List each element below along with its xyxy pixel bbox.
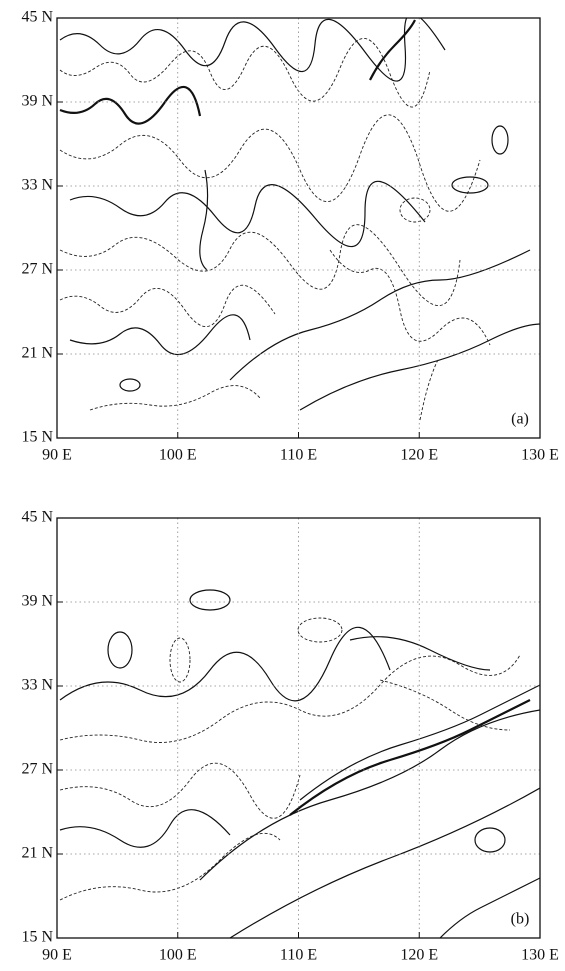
y-tick-label: 27 N bbox=[21, 761, 53, 778]
y-tick-label: 21 N bbox=[21, 345, 53, 362]
panel-b: 90 E 100 E 110 E 120 E 130 E 15 N 21 N 27 N 33 N… bbox=[21, 509, 558, 964]
x-tick-label: 110 E bbox=[280, 947, 317, 964]
x-tick-label: 120 E bbox=[400, 447, 438, 464]
axes: 90 E 100 E 110 E 120 E 130 E 15 N 21 N 27 N 33 N… bbox=[21, 9, 558, 464]
x-tick-label: 100 E bbox=[159, 947, 197, 964]
contours bbox=[59, 18, 540, 421]
y-tick-label: 15 N bbox=[21, 429, 53, 446]
x-tick-label: 100 E bbox=[159, 447, 197, 464]
plot-frame bbox=[56, 517, 541, 939]
panel-label: (b) bbox=[511, 911, 530, 928]
y-tick-label: 39 N bbox=[21, 93, 53, 110]
y-tick-label: 15 N bbox=[21, 929, 53, 946]
contours bbox=[59, 589, 540, 938]
x-tick-label: 90 E bbox=[42, 947, 72, 964]
panel-label: (a) bbox=[511, 411, 529, 428]
x-tick-label: 90 E bbox=[42, 447, 72, 464]
y-tick-label: 33 N bbox=[21, 677, 53, 694]
axes: 90 E 100 E 110 E 120 E 130 E 15 N 21 N 27 N 33 N… bbox=[21, 509, 558, 964]
y-tick-label: 27 N bbox=[21, 261, 53, 278]
x-tick-label: 120 E bbox=[400, 947, 438, 964]
y-tick-label: 33 N bbox=[21, 177, 53, 194]
x-tick-label: 130 E bbox=[521, 447, 559, 464]
panel-a: 90 E 100 E 110 E 120 E 130 E 15 N 21 N 27 N 33 N… bbox=[21, 9, 558, 464]
y-tick-label: 45 N bbox=[21, 9, 53, 26]
y-tick-label: 21 N bbox=[21, 845, 53, 862]
plot-frame bbox=[56, 17, 541, 439]
x-tick-label: 130 E bbox=[521, 947, 559, 964]
y-tick-label: 39 N bbox=[21, 593, 53, 610]
x-tick-label: 110 E bbox=[280, 447, 317, 464]
y-tick-label: 45 N bbox=[21, 509, 53, 526]
